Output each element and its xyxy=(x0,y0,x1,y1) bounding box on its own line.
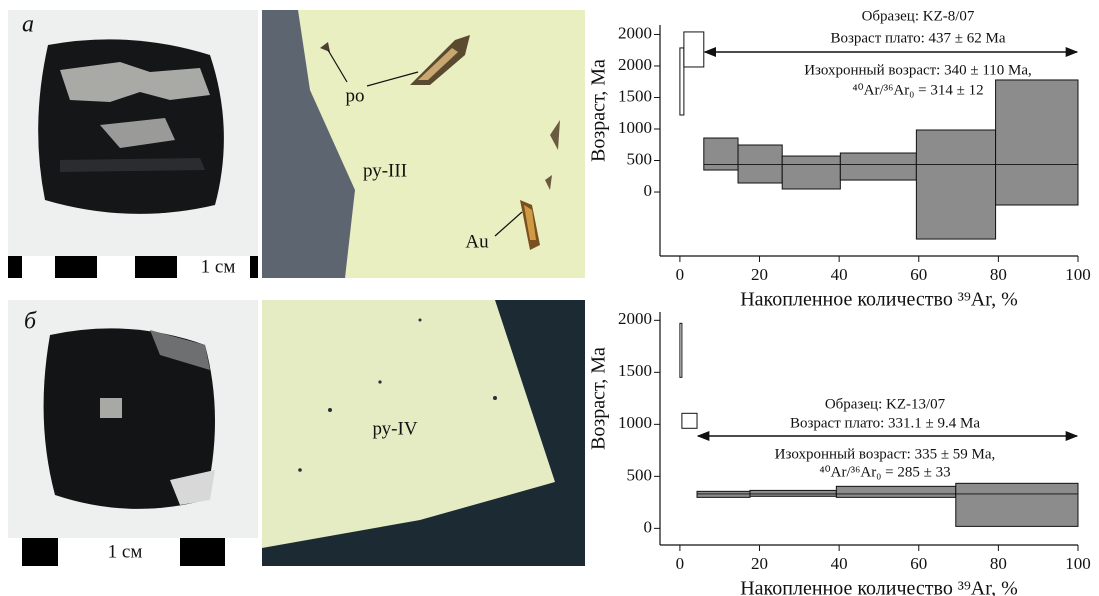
step xyxy=(681,412,698,429)
panel-label: б xyxy=(24,309,37,335)
y-tick-label: 0 xyxy=(644,181,653,200)
step xyxy=(995,79,1079,206)
step xyxy=(679,322,683,378)
y-tick-label: 2000 xyxy=(618,55,652,74)
x-tick-label: 40 xyxy=(831,554,848,573)
scale-label: 1 см xyxy=(108,541,143,562)
annotation: Образец: KZ-13/07 xyxy=(825,396,946,412)
step xyxy=(737,144,783,184)
micro-photo xyxy=(262,10,585,278)
x-tick-label: 80 xyxy=(990,265,1007,284)
x-tick-label: 20 xyxy=(751,554,768,573)
annotation: Образец: KZ-8/07 xyxy=(862,8,975,24)
annotation: ⁴⁰Ar/³⁶Ar₀ = 314 ± 12 xyxy=(852,82,983,98)
step xyxy=(955,482,1079,527)
y-tick-label: 2000 xyxy=(618,23,652,42)
y-tick-label: 0 xyxy=(644,517,653,536)
photo-label: po xyxy=(346,85,365,106)
x-axis-label: Накопленное количество ³⁹Ar, % xyxy=(740,289,1018,311)
x-axis-label: Накопленное количество ³⁹Ar, % xyxy=(740,578,1018,596)
x-tick-label: 60 xyxy=(910,265,927,284)
annotation: Изохронный возраст: 335 ± 59 Ма, xyxy=(775,446,996,462)
x-tick-label: 100 xyxy=(1065,265,1091,284)
sample-photo xyxy=(8,300,258,566)
annotation: Возраст плато: 437 ± 62 Ма xyxy=(830,30,1005,46)
annotation: ⁴⁰Ar/³⁶Ar₀ = 285 ± 33 xyxy=(819,464,950,480)
step xyxy=(835,485,957,498)
photo-label: Au xyxy=(465,231,489,252)
step xyxy=(749,489,837,497)
photo-label: ру-III xyxy=(363,160,407,181)
x-tick-label: 0 xyxy=(676,265,685,284)
annotation: Изохронный возраст: 340 ± 110 Ма, xyxy=(804,62,1032,78)
x-tick-label: 60 xyxy=(910,554,927,573)
y-axis-label: Возраст, Ма xyxy=(588,347,610,450)
step xyxy=(915,129,997,240)
step xyxy=(703,137,739,171)
sample-photo xyxy=(8,10,258,278)
step xyxy=(679,47,685,116)
panel-label: а xyxy=(22,12,34,38)
step xyxy=(839,152,917,181)
y-axis-label: Возраст, Ма xyxy=(588,59,610,162)
y-tick-label: 1500 xyxy=(618,86,652,105)
y-tick-label: 500 xyxy=(627,465,653,484)
photo-label: ру-IV xyxy=(372,418,417,439)
y-tick-label: 1500 xyxy=(618,361,652,380)
x-tick-label: 80 xyxy=(990,554,1007,573)
x-tick-label: 40 xyxy=(831,265,848,284)
scale-label: 1 см xyxy=(201,256,236,277)
annotation: Возраст плато: 331.1 ± 9.4 Ма xyxy=(790,415,980,431)
y-tick-label: 1000 xyxy=(618,118,652,137)
y-tick-label: 2000 xyxy=(618,309,652,328)
y-tick-label: 500 xyxy=(627,149,653,168)
step xyxy=(781,155,841,190)
step xyxy=(683,31,705,68)
y-tick-label: 1000 xyxy=(618,413,652,432)
x-tick-label: 100 xyxy=(1065,554,1091,573)
micro-photo xyxy=(262,300,585,566)
x-tick-label: 0 xyxy=(676,554,685,573)
x-tick-label: 20 xyxy=(751,265,768,284)
